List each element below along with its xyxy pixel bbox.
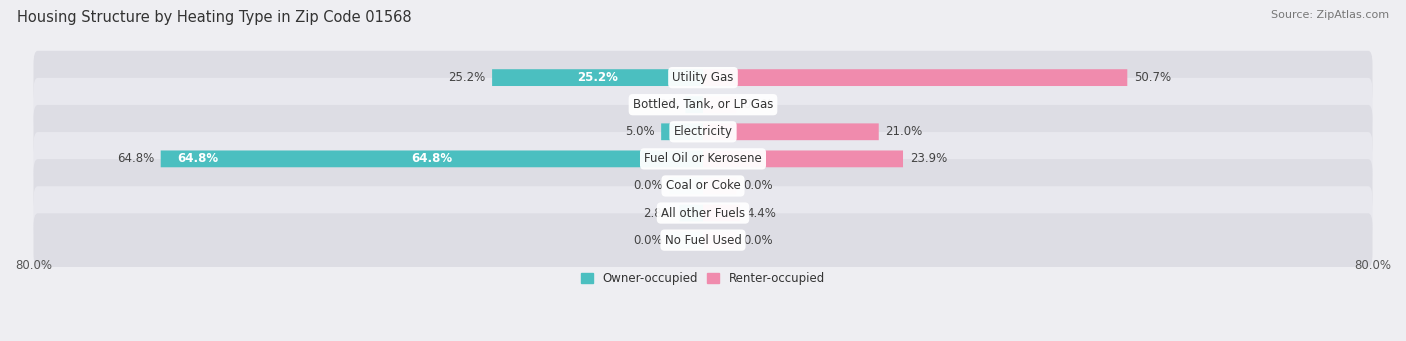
- Text: Utility Gas: Utility Gas: [672, 71, 734, 84]
- FancyBboxPatch shape: [34, 159, 1372, 213]
- FancyBboxPatch shape: [669, 232, 703, 249]
- FancyBboxPatch shape: [679, 205, 703, 221]
- Text: 25.2%: 25.2%: [449, 71, 485, 84]
- FancyBboxPatch shape: [492, 69, 703, 86]
- Text: 23.9%: 23.9%: [910, 152, 948, 165]
- Text: 64.8%: 64.8%: [177, 152, 218, 165]
- Text: 4.4%: 4.4%: [747, 207, 776, 220]
- Text: 64.8%: 64.8%: [117, 152, 155, 165]
- Text: 0.0%: 0.0%: [633, 179, 662, 192]
- FancyBboxPatch shape: [661, 123, 703, 140]
- Text: 25.2%: 25.2%: [576, 71, 619, 84]
- FancyBboxPatch shape: [34, 78, 1372, 132]
- FancyBboxPatch shape: [160, 150, 703, 167]
- FancyBboxPatch shape: [669, 178, 703, 194]
- Text: 50.7%: 50.7%: [1135, 71, 1171, 84]
- FancyBboxPatch shape: [703, 69, 1128, 86]
- FancyBboxPatch shape: [34, 186, 1372, 240]
- FancyBboxPatch shape: [686, 96, 703, 113]
- FancyBboxPatch shape: [34, 132, 1372, 186]
- Text: 2.1%: 2.1%: [648, 98, 679, 111]
- Text: Coal or Coke: Coal or Coke: [665, 179, 741, 192]
- Legend: Owner-occupied, Renter-occupied: Owner-occupied, Renter-occupied: [576, 267, 830, 290]
- Text: 2.8%: 2.8%: [643, 207, 673, 220]
- Text: 0.0%: 0.0%: [744, 234, 773, 247]
- Text: Electricity: Electricity: [673, 125, 733, 138]
- Text: Source: ZipAtlas.com: Source: ZipAtlas.com: [1271, 10, 1389, 20]
- Text: 0.0%: 0.0%: [744, 98, 773, 111]
- Text: All other Fuels: All other Fuels: [661, 207, 745, 220]
- FancyBboxPatch shape: [703, 178, 737, 194]
- Text: Housing Structure by Heating Type in Zip Code 01568: Housing Structure by Heating Type in Zip…: [17, 10, 412, 25]
- FancyBboxPatch shape: [34, 105, 1372, 159]
- FancyBboxPatch shape: [703, 96, 737, 113]
- Text: 0.0%: 0.0%: [744, 179, 773, 192]
- FancyBboxPatch shape: [703, 123, 879, 140]
- FancyBboxPatch shape: [34, 51, 1372, 104]
- Text: 0.0%: 0.0%: [633, 234, 662, 247]
- FancyBboxPatch shape: [703, 150, 903, 167]
- FancyBboxPatch shape: [703, 232, 737, 249]
- Text: 5.0%: 5.0%: [624, 125, 654, 138]
- FancyBboxPatch shape: [703, 205, 740, 221]
- FancyBboxPatch shape: [34, 213, 1372, 267]
- Text: Fuel Oil or Kerosene: Fuel Oil or Kerosene: [644, 152, 762, 165]
- Text: No Fuel Used: No Fuel Used: [665, 234, 741, 247]
- Text: 64.8%: 64.8%: [412, 152, 453, 165]
- Text: 21.0%: 21.0%: [886, 125, 922, 138]
- Text: Bottled, Tank, or LP Gas: Bottled, Tank, or LP Gas: [633, 98, 773, 111]
